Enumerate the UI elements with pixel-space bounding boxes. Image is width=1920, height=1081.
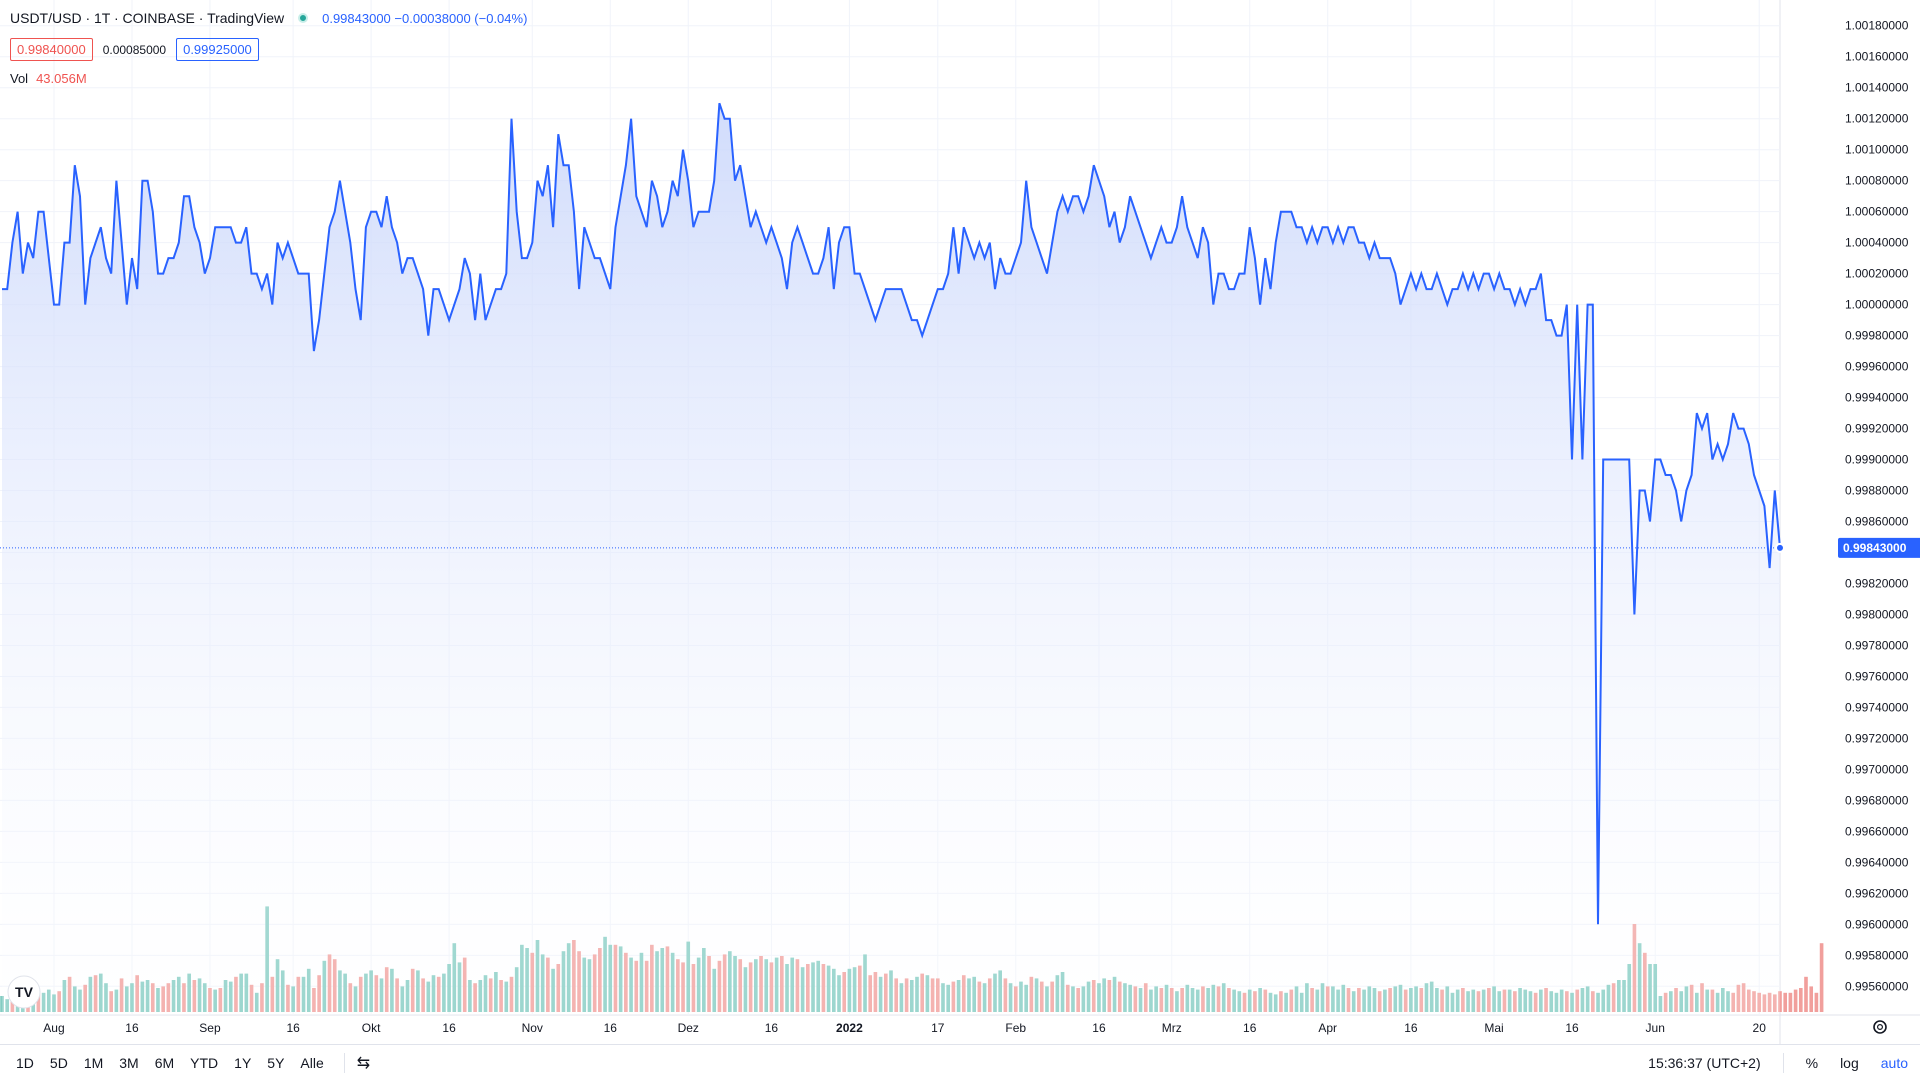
price-tick-label: 1.00060000 xyxy=(1845,205,1909,219)
range-6m-button[interactable]: 6M xyxy=(154,1055,175,1071)
price-tick-label: 0.99560000 xyxy=(1845,979,1909,993)
current-price-label: 0.99843000 xyxy=(1838,537,1920,558)
range-5d-button[interactable]: 5D xyxy=(49,1055,68,1071)
price-tick-label: 1.00160000 xyxy=(1845,50,1909,64)
sell-price[interactable]: 0.99840000 xyxy=(10,38,93,61)
time-tick-label: 16 xyxy=(125,1021,139,1035)
time-axis[interactable]: Aug 16 Sep 16 Okt 16 Nov 16 Dez 16 2022 17 Feb 16 Mrz 1… xyxy=(43,1021,1766,1035)
volume-bar xyxy=(1804,976,1808,1012)
date-range-icon[interactable]: ⇆ xyxy=(356,1055,371,1072)
time-tick-label: 16 xyxy=(442,1021,456,1035)
bottom-toolbar: 1D 5D 1M 3M 6M YTD 1Y 5Y Alle ⇆ 15:36:37… xyxy=(0,1044,1920,1081)
current-price-dot xyxy=(1775,542,1785,553)
chart-legend: USDT/USD · 1T · COINBASE · TradingView 0… xyxy=(10,8,527,86)
time-tick-label: Feb xyxy=(1005,1021,1026,1035)
price-tick-label: 0.99960000 xyxy=(1845,360,1909,374)
volume-label: Vol xyxy=(10,71,29,86)
time-tick-label: 16 xyxy=(765,1021,779,1035)
time-tick-label: 16 xyxy=(1243,1021,1257,1035)
time-tick-label: Apr xyxy=(1318,1021,1337,1035)
price-tick-label: 0.99780000 xyxy=(1845,638,1909,652)
time-tick-label: 16 xyxy=(1092,1021,1106,1035)
price-tick-label: 0.99580000 xyxy=(1845,948,1909,962)
range-all-button[interactable]: Alle xyxy=(300,1055,324,1071)
price-tick-label: 1.00180000 xyxy=(1845,19,1909,33)
volume-bar xyxy=(1819,943,1824,1012)
percent-scale-button[interactable]: % xyxy=(1805,1055,1819,1071)
price-line xyxy=(2,102,1781,925)
price-tick-label: 0.99760000 xyxy=(1845,669,1909,683)
range-ytd-button[interactable]: YTD xyxy=(190,1055,219,1071)
time-tick-label: 2022 xyxy=(836,1021,863,1035)
price-tick-label: 1.00000000 xyxy=(1845,298,1909,312)
time-tick-label: Dez xyxy=(678,1021,699,1035)
price-tick-label: 1.00100000 xyxy=(1845,143,1909,157)
price-tick-label: 0.99860000 xyxy=(1845,515,1909,529)
time-tick-label: Aug xyxy=(43,1021,64,1035)
price-tick-label: 1.00080000 xyxy=(1845,174,1909,188)
price-chart[interactable]: 1.00180000 1.00160000 1.00140000 1.00120000… xyxy=(0,0,1920,1044)
tradingview-logo[interactable]: TV xyxy=(7,975,41,1009)
time-tick-label: Mrz xyxy=(1162,1021,1182,1035)
market-status-dot[interactable] xyxy=(298,13,309,23)
price-axis[interactable]: 1.00180000 1.00160000 1.00140000 1.00120000… xyxy=(1845,19,1909,994)
buy-price[interactable]: 0.99925000 xyxy=(176,38,259,61)
price-tick-label: 0.99920000 xyxy=(1845,422,1909,436)
price-area xyxy=(2,103,1780,1015)
time-tick-label: 20 xyxy=(1753,1021,1767,1035)
clock-timezone[interactable]: 15:36:37 (UTC+2) xyxy=(1648,1055,1761,1071)
range-1y-button[interactable]: 1Y xyxy=(234,1055,252,1071)
volume-value: 43.056M xyxy=(36,71,87,86)
price-tick-label: 0.99620000 xyxy=(1845,886,1909,900)
time-tick-label: Sep xyxy=(199,1021,221,1035)
time-tick-label: 16 xyxy=(286,1021,300,1035)
symbol-title[interactable]: USDT/USD · 1T · COINBASE · TradingView xyxy=(10,10,285,26)
price-tick-label: 0.99820000 xyxy=(1845,576,1909,590)
time-tick-label: Jun xyxy=(1646,1021,1665,1035)
price-tick-label: 0.99880000 xyxy=(1845,484,1909,498)
price-tick-label: 0.99700000 xyxy=(1845,762,1909,776)
price-tick-label: 1.00140000 xyxy=(1845,81,1909,95)
time-tick-label: Nov xyxy=(522,1021,543,1035)
price-tick-label: 0.99660000 xyxy=(1845,824,1909,838)
volume-bar xyxy=(1793,989,1798,1012)
price-tick-label: 1.00120000 xyxy=(1845,112,1909,126)
volume-bar xyxy=(1783,992,1788,1012)
volume-bar xyxy=(1809,986,1814,1012)
range-1d-button[interactable]: 1D xyxy=(16,1055,34,1071)
price-tick-label: 0.99740000 xyxy=(1845,700,1909,714)
auto-scale-button[interactable]: auto xyxy=(1880,1055,1908,1071)
time-tick-label: Okt xyxy=(362,1021,381,1035)
price-tick-label: 1.00020000 xyxy=(1845,267,1909,281)
price-tick-label: 0.99980000 xyxy=(1845,329,1909,343)
price-tick-label: 0.99800000 xyxy=(1845,607,1909,621)
time-tick-label: 17 xyxy=(931,1021,945,1035)
price-tick-label: 0.99900000 xyxy=(1845,453,1909,467)
volume-bar xyxy=(1798,988,1803,1012)
log-scale-button[interactable]: log xyxy=(1840,1055,1859,1071)
price-tick-label: 0.99680000 xyxy=(1845,793,1909,807)
toolbar-divider xyxy=(1782,1053,1784,1073)
price-tick-label: 1.00040000 xyxy=(1845,236,1909,250)
price-change: 0.99843000 −0.00038000 (−0.04%) xyxy=(322,10,528,26)
time-tick-label: 16 xyxy=(1404,1021,1418,1035)
range-5y-button[interactable]: 5Y xyxy=(267,1055,285,1071)
range-3m-button[interactable]: 3M xyxy=(119,1055,139,1071)
spread-value: 0.00085000 xyxy=(102,42,167,57)
time-tick-label: 16 xyxy=(1565,1021,1579,1035)
time-tick-label: Mai xyxy=(1484,1021,1503,1035)
volume-bar xyxy=(1814,992,1819,1012)
price-tick-label: 0.99940000 xyxy=(1845,391,1909,405)
toolbar-divider xyxy=(343,1053,345,1073)
price-tick-label: 0.99720000 xyxy=(1845,731,1909,745)
settings-gear-icon[interactable] xyxy=(1873,1020,1887,1034)
time-tick-label: 16 xyxy=(604,1021,618,1035)
svg-text:0.99843000: 0.99843000 xyxy=(1843,541,1907,555)
svg-text:TV: TV xyxy=(15,984,34,1000)
price-tick-label: 0.99600000 xyxy=(1845,917,1909,931)
volume-bar xyxy=(1788,992,1793,1012)
price-tick-label: 0.99640000 xyxy=(1845,855,1909,869)
range-1m-button[interactable]: 1M xyxy=(83,1055,104,1071)
